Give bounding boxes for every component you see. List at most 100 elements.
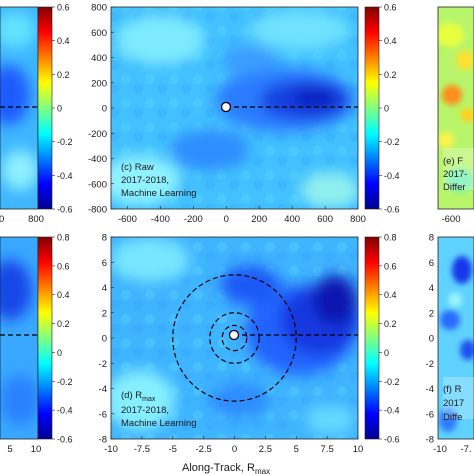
- colorbar-left-top-tick-label: 0.4: [57, 36, 70, 46]
- colorbar-c-tick-label: 0.2: [384, 70, 397, 80]
- c-x-tick-label: 600: [317, 214, 333, 225]
- annotation-d-line2: 2017-2018,: [121, 405, 169, 416]
- d-y-tick-label: -4: [99, 384, 107, 395]
- c-x-tick-label: -600: [118, 214, 137, 225]
- d-x-tick-label: -10: [104, 444, 118, 455]
- colorbar-d: [364, 236, 380, 440]
- right-bottom-x-tick-label: -7.: [460, 444, 471, 455]
- annotation-f-line2: 2017: [443, 398, 464, 409]
- d-x-tick-label: 2.5: [259, 444, 272, 455]
- colorbar-c-tick-label: 0: [384, 104, 389, 114]
- right-bottom-y-tick-label: -2: [426, 359, 434, 370]
- radius-circle: [221, 324, 248, 352]
- colorbar-c-tick-label: -0.2: [384, 137, 400, 147]
- d-x-tick-label: -5: [169, 444, 177, 455]
- d-x-tick-label: 10: [353, 444, 364, 455]
- center-marker-d: [228, 329, 240, 341]
- panel-left-top: 0.6 0.4 0.2 0 -0.2 -0.4 -0.6 00 800: [0, 3, 73, 225]
- radius-circle: [209, 312, 260, 364]
- panel-c: (c) Raw 2017-2018, Machine Learning 0.6 0…: [110, 3, 400, 215]
- c-y-tick-label: 200: [91, 78, 107, 89]
- center-marker-c: [220, 101, 232, 113]
- right-bottom-y-tick-label: -8: [426, 435, 434, 446]
- d-y-tick-label: 6: [102, 258, 107, 269]
- c-x-tick-label: 0: [224, 214, 229, 225]
- right-bottom-y-tick-label: 2: [429, 308, 434, 319]
- d-y-tick-label: 4: [102, 283, 107, 294]
- radius-circle: [172, 274, 297, 402]
- d-x-tick-label: -7.5: [134, 444, 150, 455]
- annotation-c-line2: 2017-2018,: [121, 175, 169, 186]
- colorbar-left-bottom-tick-label: -0.6: [57, 435, 73, 445]
- d-x-tick-label: 0: [232, 444, 237, 455]
- c-y-tick-label: 600: [91, 28, 107, 39]
- colorbar-left-bottom-tick-label: 0.2: [57, 319, 70, 329]
- c-x-tick-label: 200: [251, 214, 267, 225]
- annotation-e-line3: Differ: [443, 182, 466, 193]
- colorbar-left-top-tick-label: 0: [57, 104, 62, 114]
- colorbar-d-tick-label: 0.4: [384, 290, 397, 300]
- colorbar-left-bottom-tick-label: 0: [57, 348, 62, 358]
- colorbar-c-tick-label: -0.4: [384, 171, 400, 181]
- d-y-tick-label: -6: [99, 409, 107, 420]
- right-bottom-y-tick-label: 6: [429, 258, 434, 269]
- c-y-tick-label: -200: [88, 129, 107, 140]
- annotation-d-line1-sub: max: [142, 396, 156, 403]
- annotation-d-line3: Machine Learning: [121, 418, 197, 429]
- x-axis-label-d: Along-Track, Rmax: [182, 462, 270, 474]
- panel-left-bottom: 0.8 0.6 0.4 0.2 0 -0.2 -0.4 -0.6 5 10: [0, 233, 73, 455]
- d-y-tick-label: -2: [99, 359, 107, 370]
- d-y-tick-label: 0: [102, 334, 107, 345]
- annotation-e-line1: (e) F: [443, 156, 463, 167]
- colorbar-left-bottom-tick-label: 0.6: [57, 261, 70, 271]
- colorbar-left-top-tick-label: -0.4: [57, 171, 73, 181]
- annotation-c-line1: (c) Raw: [121, 162, 154, 173]
- annotation-f-line3: Diffe: [443, 412, 462, 423]
- left-bottom-x-tick-label: 5: [7, 444, 12, 455]
- annotation-f-line1: (f) R: [443, 384, 462, 395]
- colorbar-d-tick-label: -0.2: [384, 377, 400, 387]
- c-x-tick-label: 800: [350, 214, 366, 225]
- colorbar-left-top-tick-label: -0.6: [57, 205, 73, 215]
- d-y-tick-label: 8: [102, 233, 107, 244]
- c-x-tick-label: -200: [184, 214, 203, 225]
- colorbar-left-bottom-tick-label: 0.4: [57, 290, 70, 300]
- colorbar-d-tick-label: 0: [384, 348, 389, 358]
- annotation-e-line2: 2017-: [443, 169, 467, 180]
- right-bottom-y-tick-label: 4: [429, 283, 434, 294]
- colorbar-d-tick-label: 0.6: [384, 261, 397, 271]
- left-top-x-tick-label: 00: [0, 214, 4, 225]
- colorbar-left-top-tick-label: -0.2: [57, 137, 73, 147]
- colorbar-left-top-tick-label: 0.2: [57, 70, 70, 80]
- colorbar-left-top-tick-label: 0.6: [57, 3, 70, 13]
- right-bottom-y-tick-label: -4: [426, 384, 434, 395]
- d-y-tick-label: 2: [102, 308, 107, 319]
- c-y-tick-label: 400: [91, 53, 107, 64]
- x-axis-label-d-main: Along-Track, R: [182, 462, 255, 474]
- c-x-tick-label: 400: [284, 214, 300, 225]
- right-bottom-y-tick-label: 8: [429, 233, 434, 244]
- colorbar-c-tick-label: 0.4: [384, 36, 397, 46]
- colorbar-d-tick-label: 0.8: [384, 233, 397, 243]
- colorbar-d-tick-label: -0.6: [384, 435, 400, 445]
- c-y-tick-label: -800: [88, 205, 107, 216]
- c-y-tick-label: 0: [102, 104, 107, 115]
- d-x-tick-label: 5: [294, 444, 299, 455]
- colorbar-c: [364, 6, 380, 210]
- colorbar-left-top: [37, 6, 53, 210]
- panel-right-top: (e) F 2017- Differ -600: [437, 6, 474, 225]
- colorbar-c-tick-label: -0.6: [384, 205, 400, 215]
- panel-right-bottom: (f) R 2017 Diffe 8 6 4 2 0 -2 -4 -6 -8 -10 -7.: [426, 233, 474, 455]
- colorbar-d-tick-label: -0.4: [384, 406, 400, 416]
- colorbar-left-bottom-tick-label: -0.2: [57, 377, 73, 387]
- colorbar-c-tick-label: 0.6: [384, 3, 397, 13]
- c-y-tick-label: -600: [88, 179, 107, 190]
- colorbar-left-bottom-tick-label: 0.8: [57, 233, 70, 243]
- c-y-tick-label: -400: [88, 154, 107, 165]
- colorbar-d-tick-label: 0.2: [384, 319, 397, 329]
- right-bottom-x-tick-label: -10: [433, 444, 447, 455]
- colorbar-left-bottom-tick-label: -0.4: [57, 406, 73, 416]
- right-top-x-tick-label: -600: [441, 214, 460, 225]
- x-axis-label-d-sub: max: [255, 467, 270, 474]
